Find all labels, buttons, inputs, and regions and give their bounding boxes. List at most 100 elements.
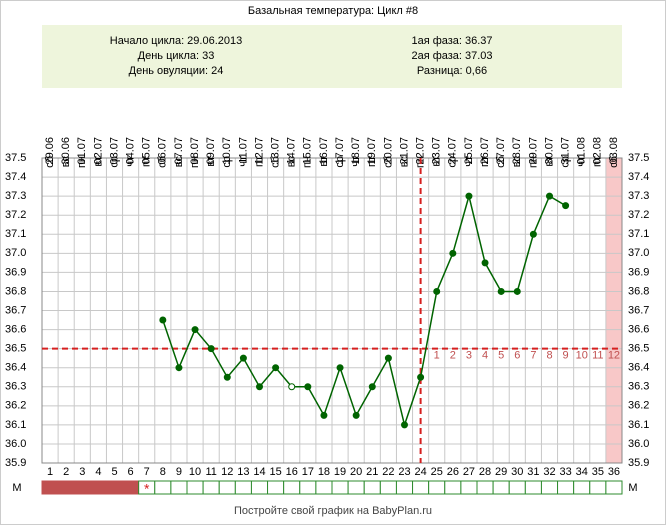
mens-cell (605, 480, 623, 495)
y-tick-label: 36.8 (628, 285, 649, 297)
date-label: 19.07 (366, 137, 378, 165)
y-tick-label: 37.1 (5, 228, 26, 240)
weekday-label: сб (382, 156, 394, 168)
weekday-label: ср (108, 156, 120, 168)
weekday-label: вс (511, 156, 523, 168)
mens-cell (170, 480, 188, 495)
mens-cell (412, 480, 430, 495)
weekday-label: вс (286, 156, 298, 168)
mens-cell (492, 480, 510, 495)
weekday-label: чт (125, 156, 137, 167)
phase2-label: 2 (450, 350, 456, 362)
x-tick-label: 21 (366, 466, 378, 478)
weekday-label: пт (592, 156, 604, 167)
info-text: Начало цикла: 29.06.2013 (110, 35, 242, 47)
weekday-label: пн (302, 156, 314, 168)
weekday-label: сб (44, 156, 56, 168)
mens-cell (41, 480, 59, 495)
date-label: 20.07 (382, 137, 394, 165)
x-tick-label: 36 (608, 466, 620, 478)
x-tick-label: 30 (511, 466, 523, 478)
date-label: 11.07 (237, 137, 249, 164)
data-point (481, 259, 489, 267)
date-label: 25.07 (463, 137, 475, 165)
data-point (320, 411, 328, 419)
mens-cell (557, 480, 575, 495)
data-point (272, 364, 280, 372)
x-tick-label: 18 (318, 466, 330, 478)
mens-cell (363, 480, 381, 495)
mens-cell (331, 480, 349, 495)
x-tick-label: 22 (382, 466, 394, 478)
y-tick-label: 36.3 (5, 381, 26, 393)
mens-cell (154, 480, 172, 495)
data-point (529, 230, 537, 238)
x-tick-label: 4 (95, 466, 101, 478)
y-tick-label: 36.9 (5, 266, 26, 278)
x-tick-label: 6 (128, 466, 134, 478)
phase2-label: 12 (608, 350, 620, 362)
weekday-label: вс (398, 156, 410, 168)
data-point (433, 287, 441, 295)
y-tick-label: 37.2 (5, 209, 26, 221)
plot-border (41, 157, 623, 464)
date-label: 07.07 (173, 137, 185, 165)
weekday-label: ср (221, 156, 233, 168)
y-tick-label: 36.1 (628, 419, 649, 431)
date-label: 18.07 (350, 137, 362, 165)
date-label: 02.07 (92, 137, 104, 165)
date-label: 24.07 (447, 137, 459, 165)
y-tick-label: 36.0 (5, 438, 26, 450)
y-tick-label: 36.5 (628, 343, 649, 355)
y-tick-label: 36.6 (5, 323, 26, 335)
weekday-label: пт (479, 156, 491, 167)
mens-cell (234, 480, 252, 495)
y-tick-label: 37.5 (5, 152, 26, 164)
weekday-label: вт (543, 156, 555, 167)
data-point (449, 249, 457, 257)
mens-cell (428, 480, 446, 495)
data-point (513, 287, 521, 295)
data-point (384, 354, 392, 362)
info-text: 1ая фаза: 36.37 (411, 35, 492, 47)
phase2-label: 3 (466, 350, 472, 362)
x-tick-label: 17 (302, 466, 314, 478)
y-tick-label: 37.0 (628, 247, 649, 259)
y-tick-label: 37.3 (5, 190, 26, 202)
y-tick-label: 37.0 (5, 247, 26, 259)
x-tick-label: 25 (431, 466, 443, 478)
mens-cell (57, 480, 75, 495)
date-label: 30.07 (543, 137, 555, 165)
data-point (417, 373, 425, 381)
weekday-label: пт (366, 156, 378, 167)
data-point (191, 326, 199, 334)
date-label: 16.07 (318, 137, 330, 165)
weekday-label: пт (141, 156, 153, 167)
date-label: 03.07 (108, 137, 120, 165)
data-point (401, 421, 408, 429)
data-point (159, 316, 167, 324)
date-label: 15.07 (302, 137, 314, 165)
date-label: 02.08 (592, 137, 604, 165)
weekday-label: чт (237, 156, 249, 167)
date-label: 31.07 (560, 137, 572, 165)
weekday-label: вт (318, 156, 330, 167)
data-point (352, 411, 360, 419)
y-tick-label: 36.7 (5, 304, 26, 316)
mens-cell (250, 480, 269, 495)
x-tick-label: 24 (414, 466, 426, 478)
chart-title: Базальная температура: Цикл #8 (248, 5, 418, 17)
y-tick-label: 36.8 (5, 285, 26, 297)
weekday-label: сб (495, 156, 507, 168)
weekday-label: вт (205, 156, 217, 167)
weekday-label: пн (76, 156, 88, 168)
info-text: День овуляции: 24 (129, 65, 224, 77)
x-tick-label: 1 (47, 466, 53, 478)
weekday-label: пн (527, 156, 539, 168)
phase2-label: 1 (434, 350, 440, 362)
data-point (562, 202, 570, 210)
x-tick-label: 19 (334, 466, 346, 478)
y-tick-label: 36.6 (628, 323, 649, 335)
date-label: 09.07 (205, 137, 217, 165)
